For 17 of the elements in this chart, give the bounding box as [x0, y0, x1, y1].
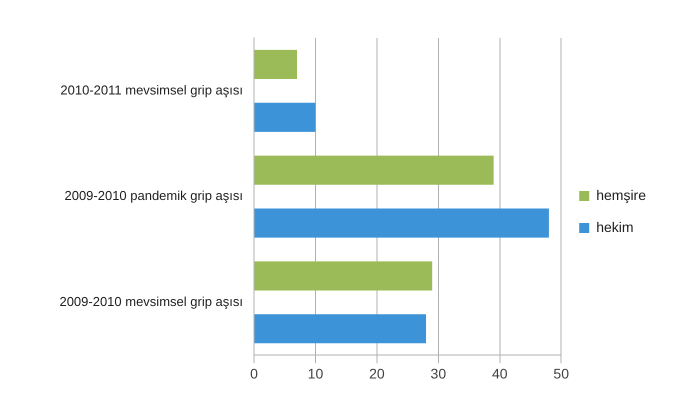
x-tick-label: 30 [430, 365, 446, 382]
y-tick-label: 2009-2010 mevsimsel grip aşısı [59, 294, 243, 309]
x-tick-label: 50 [553, 365, 570, 382]
bar [254, 208, 549, 238]
legend-label: hemşire [596, 186, 646, 203]
bar [254, 50, 298, 79]
bar [254, 156, 494, 185]
x-tick-label: 0 [250, 365, 258, 382]
y-tick-label: 2009-2010 pandemik grip aşısı [64, 188, 243, 204]
x-tick-label: 20 [369, 365, 385, 382]
bar [254, 102, 316, 132]
x-tick-label: 10 [308, 365, 324, 382]
bar [254, 261, 432, 290]
x-tick-label: 40 [492, 365, 508, 382]
legend-label: hekim [596, 218, 634, 235]
bar [254, 314, 426, 344]
y-tick-label: 2010-2011 mevsimsel grip aşısı [60, 82, 243, 98]
